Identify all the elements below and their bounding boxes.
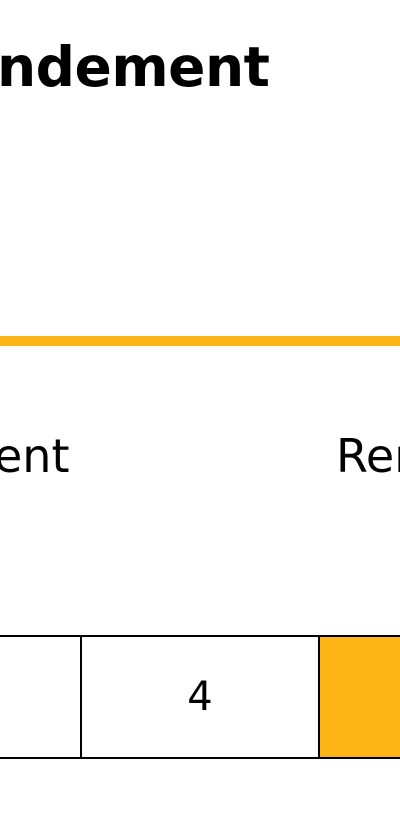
step-option-next[interactable]	[320, 637, 400, 757]
accent-divider	[0, 336, 400, 346]
page-title: ndement	[0, 35, 270, 99]
section-label-right: Rer	[336, 429, 400, 483]
section-label-left: ent	[0, 429, 70, 483]
step-option-current[interactable]: 4	[82, 637, 320, 757]
step-selector: 4	[0, 635, 400, 759]
step-option-previous[interactable]	[0, 637, 82, 757]
